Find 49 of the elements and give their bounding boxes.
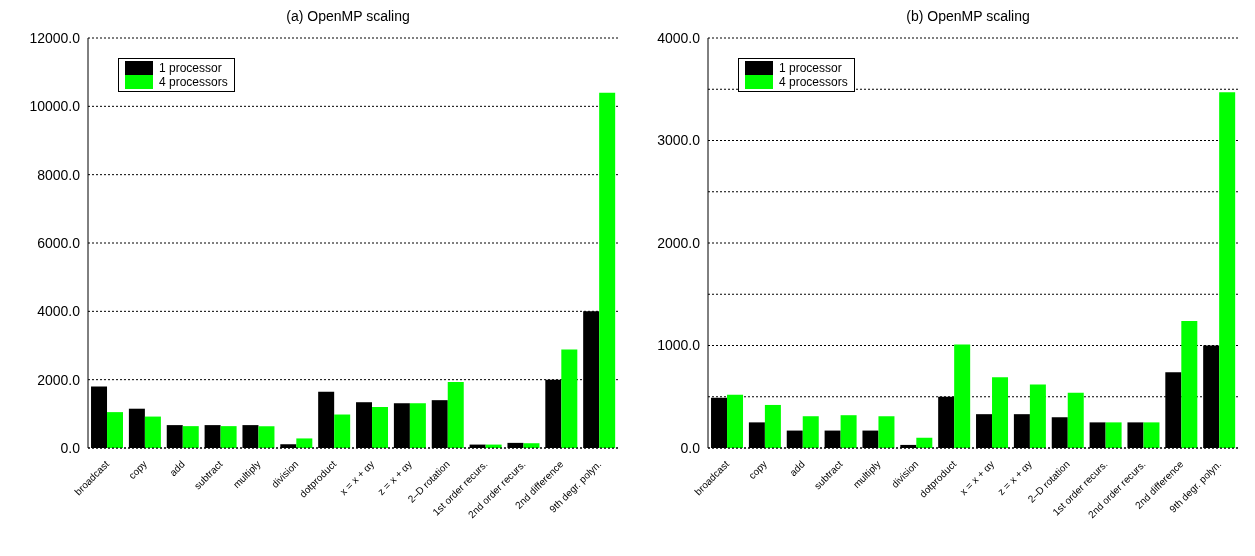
bar (107, 412, 124, 448)
y-tick-label: 12000.0 (29, 29, 81, 46)
bar (764, 404, 781, 448)
bar (1029, 384, 1046, 448)
bar (1105, 422, 1122, 448)
y-tick-label: 0.0 (60, 439, 81, 456)
bar (1181, 320, 1198, 448)
legend-label: 1 processor (159, 61, 222, 75)
x-tick-label: add (167, 458, 187, 479)
bar (878, 416, 895, 448)
legend-label: 1 processor (779, 61, 842, 75)
bar (334, 414, 351, 448)
y-tick-label: 8000.0 (37, 166, 81, 183)
bar (561, 349, 578, 448)
bar (220, 426, 237, 448)
y-tick-label: 10000.0 (29, 98, 81, 115)
y-tick-label: 6000.0 (37, 234, 81, 251)
bar (296, 438, 313, 448)
y-tick-label: 4000.0 (657, 29, 701, 46)
x-tick-label: x = x + αy (337, 458, 377, 498)
chart-title: (b) OpenMP scaling (905, 8, 1031, 26)
bar (1143, 422, 1160, 448)
bar (1219, 92, 1236, 448)
x-tick-label: x = x + αy (957, 458, 997, 498)
y-tick-label: 2000.0 (657, 234, 701, 251)
x-tick-label: add (787, 458, 807, 479)
y-tick-label: 3000.0 (657, 132, 701, 149)
bar (954, 344, 971, 448)
bar (802, 416, 819, 448)
legend-label: 4 processors (159, 75, 228, 89)
bar (372, 407, 389, 448)
bar (840, 415, 857, 448)
bar (599, 92, 616, 448)
bar (523, 443, 540, 448)
y-tick-label: 1000.0 (657, 337, 701, 354)
bar (992, 377, 1009, 448)
bar (447, 382, 464, 448)
legend-label: 4 processors (779, 75, 848, 89)
bar (144, 416, 161, 448)
bar (258, 426, 275, 448)
bar (409, 403, 426, 448)
bar (727, 394, 744, 448)
bar (1067, 392, 1084, 448)
y-tick-label: 0.0 (680, 439, 701, 456)
chart-title: (a) OpenMP scaling (285, 8, 411, 26)
bar (182, 426, 199, 448)
bar (916, 437, 933, 448)
y-tick-label: 2000.0 (37, 371, 81, 388)
y-tick-label: 4000.0 (37, 303, 81, 320)
